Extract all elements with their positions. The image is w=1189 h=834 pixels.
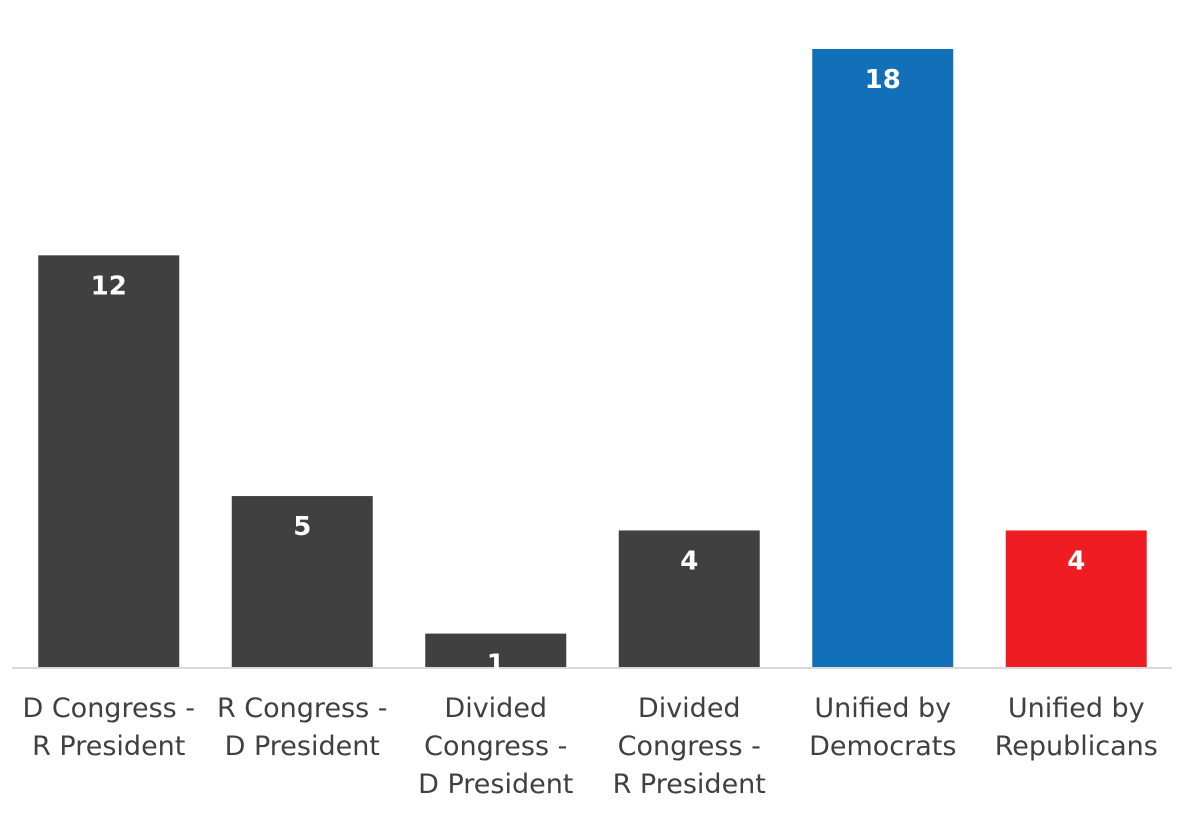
data-label-2: 5 bbox=[293, 512, 311, 542]
category-label-2: R Congress -D President bbox=[217, 693, 388, 762]
bar-1 bbox=[38, 255, 180, 669]
data-label-6: 4 bbox=[1067, 546, 1085, 576]
category-label-5: Unified by Democrats bbox=[809, 693, 956, 762]
data-labels-group: 12 5 1 4 18 4 bbox=[91, 65, 1086, 680]
category-label-4: Divided Congress -R President bbox=[613, 693, 766, 800]
category-labels-group: D Congress -R President R Congress -D Pre… bbox=[22, 693, 1157, 800]
bars-group bbox=[38, 49, 1147, 669]
data-label-4: 4 bbox=[680, 546, 698, 576]
bar-3 bbox=[425, 633, 567, 668]
data-label-1: 12 bbox=[91, 271, 127, 301]
data-label-5: 18 bbox=[865, 65, 901, 95]
category-label-1: D Congress -R President bbox=[22, 693, 195, 762]
bar-2 bbox=[231, 496, 373, 668]
bar-6 bbox=[1005, 530, 1147, 668]
category-label-3: Divided Congress -D President bbox=[418, 693, 573, 800]
bar-4 bbox=[618, 530, 760, 668]
data-label-3: 1 bbox=[487, 650, 505, 680]
category-label-6: Unified by Republicans bbox=[995, 693, 1158, 762]
bar-5 bbox=[812, 49, 954, 668]
